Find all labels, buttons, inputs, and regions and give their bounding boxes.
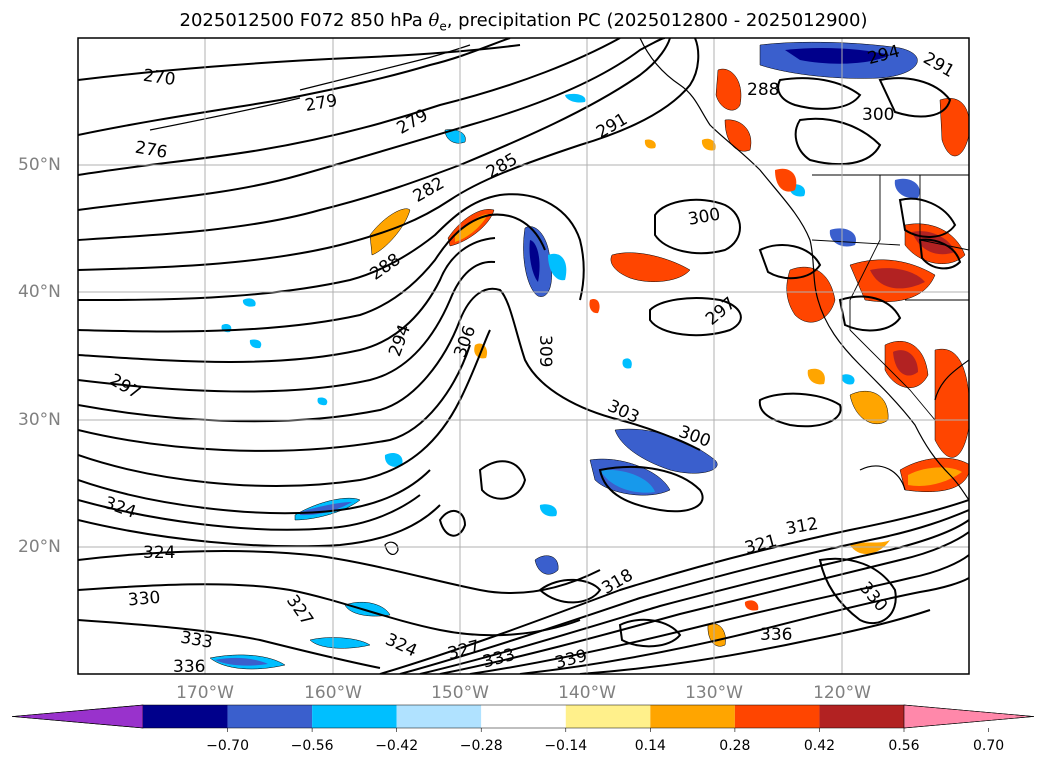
colorbar-tick-label: −0.56	[290, 738, 334, 754]
precip-positive-shading	[369, 68, 969, 647]
colorbar-tick-label: −0.42	[375, 738, 419, 754]
colorbar	[11, 704, 1035, 732]
colorbar-segment	[227, 705, 313, 728]
title-symbol: θ	[428, 10, 440, 31]
colorbar-tick-label: −0.28	[459, 738, 503, 754]
coastlines	[149, 38, 969, 555]
colorbar-segment	[312, 705, 397, 728]
state-borders	[811, 174, 969, 421]
colorbar-segment	[565, 705, 651, 728]
colorbar-segment	[819, 705, 904, 728]
colorbar-tick-label: −0.70	[206, 738, 249, 754]
lat-label: 50°N	[18, 155, 61, 175]
colorbar-segment	[650, 705, 735, 728]
contour-label: 330	[127, 588, 161, 611]
lat-label: 40°N	[18, 282, 61, 302]
colorbar-extend-low	[11, 704, 144, 729]
colorbar-tick-label: −0.14	[544, 738, 588, 754]
contour-label: 336	[760, 625, 792, 645]
contour-labels: 270 279 276 279 282 285 288 291 294 297 …	[101, 41, 957, 677]
colorbar-tick-label: 0.42	[803, 738, 836, 754]
lon-label: 160°W	[304, 683, 362, 703]
contour-label: 300	[862, 105, 894, 125]
lon-label: 130°W	[685, 683, 743, 703]
colorbar-tick-label: 0.56	[888, 738, 920, 754]
colorbar-tick-label: 0.14	[634, 738, 666, 754]
precip-negative-shading	[209, 41, 920, 670]
contour-label: 270	[142, 66, 177, 90]
colorbar-segment	[734, 705, 820, 728]
contour-label: 288	[747, 80, 779, 100]
plot-frame	[77, 37, 970, 675]
lon-label: 140°W	[558, 683, 616, 703]
colorbar-tick-label: 0.70	[972, 738, 1005, 754]
colorbar-segment	[481, 705, 566, 728]
graticule	[78, 38, 969, 674]
colorbar-tick-label: 0.28	[719, 738, 751, 754]
map-title: 2025012500 F072 850 hPa θe, precipitatio…	[0, 10, 1047, 34]
colorbar-outline	[11, 704, 1035, 729]
lon-label: 120°W	[813, 683, 871, 703]
title-suffix: , precipitation PC (2025012800 - 2025012…	[446, 10, 868, 31]
lat-label: 30°N	[18, 410, 61, 430]
lon-label: 170°W	[176, 683, 234, 703]
lat-label: 20°N	[18, 537, 61, 557]
contour-label: 324	[143, 543, 175, 563]
theta-e-contours	[78, 38, 969, 674]
colorbar-segment	[143, 705, 228, 728]
contour-label: 309	[535, 335, 555, 367]
lon-label: 150°W	[431, 683, 489, 703]
colorbar-segment	[396, 705, 482, 728]
contour-label: 336	[173, 657, 205, 677]
colorbar-extend-high	[903, 704, 1035, 729]
title-symbol-subscript: e	[439, 19, 447, 34]
title-prefix: 2025012500 F072 850 hPa	[179, 10, 429, 31]
